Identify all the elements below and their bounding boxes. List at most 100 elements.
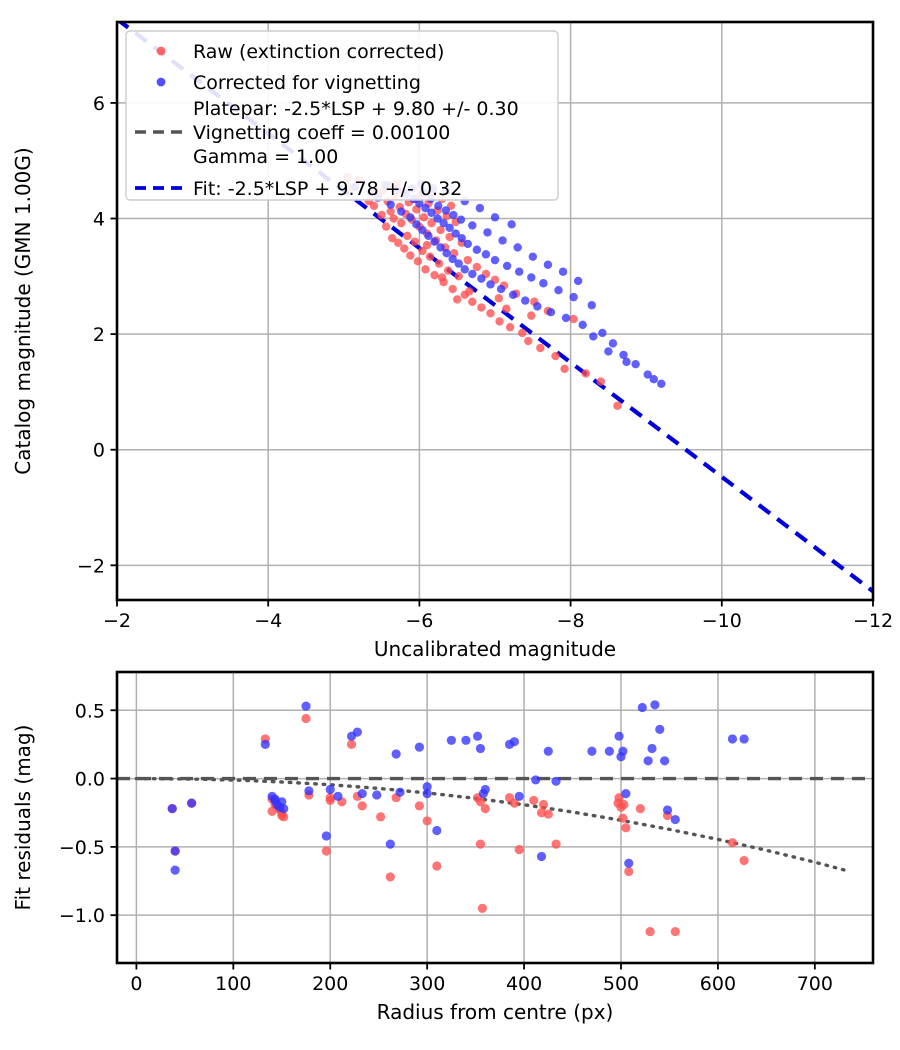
data-point <box>414 742 424 752</box>
data-point <box>643 370 652 379</box>
res-frame <box>115 670 875 965</box>
data-point <box>403 231 412 241</box>
data-point <box>509 737 519 747</box>
data-point <box>410 237 420 246</box>
data-point <box>514 845 524 855</box>
data-point <box>518 328 527 338</box>
mag-xlabel: Uncalibrated magnitude <box>374 637 616 661</box>
data-point <box>437 273 447 282</box>
data-point <box>739 855 749 866</box>
data-point <box>507 220 516 229</box>
data-point <box>635 804 645 814</box>
data-point <box>376 812 386 822</box>
corrected-scatter-series <box>350 179 666 389</box>
data-point <box>434 201 443 210</box>
data-point <box>430 270 439 280</box>
data-point <box>494 294 503 303</box>
data-point <box>514 267 524 276</box>
vignetting-curve <box>134 776 851 873</box>
res-ytick-label: −1.0 <box>59 905 105 927</box>
data-point <box>427 218 436 228</box>
data-point <box>415 199 424 208</box>
data-point <box>551 839 561 849</box>
fit-line <box>117 22 873 594</box>
data-point <box>397 207 406 216</box>
mag-xtick-label: −2 <box>103 610 131 632</box>
data-point <box>325 795 335 806</box>
data-point <box>422 782 432 792</box>
data-point <box>430 237 439 246</box>
legend-background <box>125 30 559 201</box>
data-point <box>260 739 270 750</box>
mag-ytick-label: 0 <box>93 440 105 462</box>
legend-entry-raw-marker <box>156 46 166 56</box>
data-point <box>551 351 560 361</box>
data-point <box>421 265 430 274</box>
data-point <box>502 261 512 271</box>
data-point <box>546 307 556 317</box>
data-point <box>449 210 458 220</box>
data-point <box>481 250 491 259</box>
data-point <box>477 303 486 312</box>
data-point <box>587 301 596 310</box>
mag-ylabel: Catalog magnitude (GMN 1.00G) <box>11 147 35 474</box>
data-point <box>422 816 432 826</box>
res-xtick-label: 500 <box>603 973 639 995</box>
data-point <box>385 872 395 882</box>
data-point <box>369 201 379 210</box>
mag-yaxis: −2 0 2 4 6 <box>77 93 117 577</box>
res-xtick-label: 400 <box>506 973 542 995</box>
data-point <box>463 239 472 249</box>
data-point <box>739 734 749 744</box>
data-point <box>527 273 536 282</box>
data-point <box>451 229 460 238</box>
data-point <box>528 252 537 261</box>
data-point <box>454 272 463 281</box>
data-point <box>480 784 490 795</box>
mag-xtick-label: −8 <box>557 610 585 632</box>
data-point <box>521 296 530 305</box>
data-point <box>596 377 606 386</box>
data-point <box>446 735 456 745</box>
data-point <box>527 311 536 320</box>
data-point <box>301 713 311 724</box>
data-point <box>357 801 367 811</box>
mag-ytick-label: 6 <box>93 93 105 115</box>
data-point <box>670 926 680 937</box>
data-point <box>513 243 522 252</box>
legend-entry-corrected-label: Corrected for vignetting <box>193 72 421 94</box>
data-point <box>587 746 597 756</box>
res-gridlines <box>117 672 873 963</box>
mag-data-layer <box>117 22 873 594</box>
data-point <box>650 700 660 710</box>
data-point <box>558 267 568 276</box>
data-point <box>727 734 738 744</box>
data-point <box>475 203 485 213</box>
data-point <box>413 257 423 266</box>
data-point <box>645 926 655 937</box>
data-point <box>496 284 506 294</box>
data-point <box>536 343 545 353</box>
data-point <box>604 347 613 356</box>
data-point <box>539 279 548 288</box>
data-point <box>631 359 640 369</box>
legend-entry-gamma-label: Gamma = 1.00 <box>193 146 338 168</box>
data-point <box>551 776 561 786</box>
data-point <box>352 727 362 737</box>
legend-entry-platepar-label: Platepar: -2.5*LSP + 9.80 +/- 0.30 <box>193 98 519 120</box>
data-point <box>456 215 466 224</box>
data-point <box>472 262 482 272</box>
data-point <box>619 350 628 360</box>
legend[interactable]: Raw (extinction corrected) Corrected for … <box>125 30 559 201</box>
data-point <box>419 213 429 222</box>
data-point <box>445 223 454 232</box>
res-xtick-label: 200 <box>312 973 348 995</box>
data-point <box>170 846 180 856</box>
data-point <box>486 280 495 289</box>
mag-frame <box>115 20 875 602</box>
data-point <box>477 903 487 913</box>
data-point <box>472 245 482 254</box>
data-point <box>578 320 587 330</box>
data-point <box>422 240 432 250</box>
data-point <box>448 254 457 264</box>
